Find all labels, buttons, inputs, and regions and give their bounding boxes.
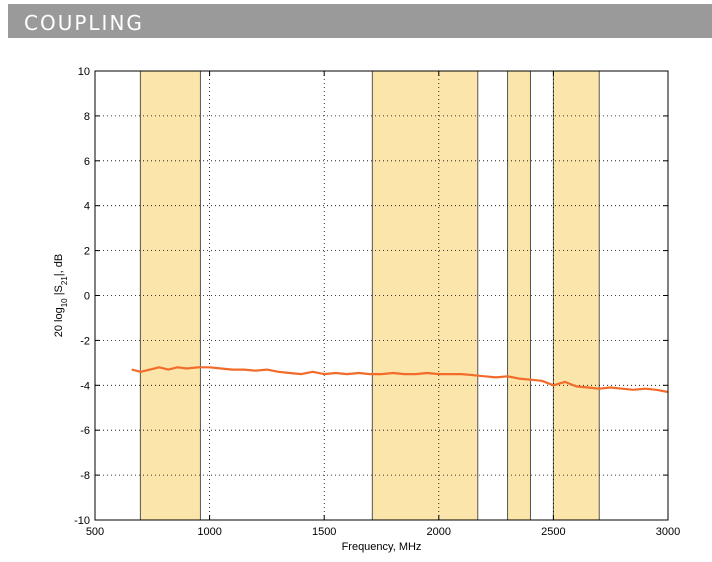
y-label-sub1: 10 (60, 298, 69, 307)
grid-lines (95, 71, 668, 520)
y-tick-label: 8 (84, 111, 90, 123)
x-tick-label: 1500 (312, 526, 336, 538)
y-tick-label: 6 (84, 156, 90, 168)
series-line-0 (131, 366, 669, 394)
x-tick-label: 500 (86, 526, 104, 538)
y-tick-label: 10 (78, 66, 90, 78)
y-tick-label: 2 (84, 246, 90, 258)
y-label-sub2: 21 (60, 276, 69, 285)
y-tick-label: 4 (84, 201, 90, 213)
y-tick-label: -2 (80, 335, 90, 347)
x-axis-label: Frequency, MHz (342, 541, 422, 553)
y-tick-label: 0 (84, 291, 90, 303)
top-strip (0, 0, 712, 4)
x-tick-label: 2000 (427, 526, 451, 538)
y-tick-label: -4 (80, 380, 90, 392)
section-header-bar: COUPLING (8, 4, 712, 38)
shaded-band-3 (552, 70, 600, 521)
plot-frame (94, 70, 669, 521)
y-tick-label: -6 (80, 425, 90, 437)
section-title: COUPLING (24, 11, 144, 35)
x-tick-label: 3000 (656, 526, 680, 538)
y-tick-label: -10 (74, 515, 90, 527)
shaded-bands (139, 70, 600, 521)
y-label-mid: |S (53, 285, 65, 298)
y-axis-label: 20 log10 |S21|, dB (53, 254, 69, 338)
tick-labels: 500 1000 1500 2000 2500 3000 -10 -8 -6 -4 -2 0 2 4 6 8 1… (74, 66, 680, 538)
y-label-post: |, dB (53, 254, 65, 276)
x-tick-label: 1000 (197, 526, 221, 538)
x-tick-label: 2500 (541, 526, 565, 538)
series-group (131, 366, 669, 394)
y-label-pre: 20 log (53, 307, 65, 337)
shaded-band-1 (371, 70, 479, 521)
y-tick-label: -8 (80, 470, 90, 482)
